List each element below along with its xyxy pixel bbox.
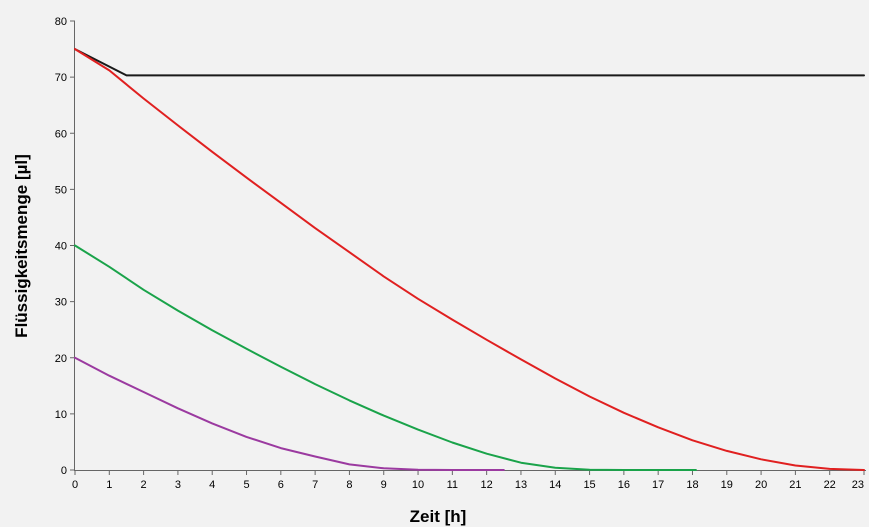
x-tick-label: 18	[686, 479, 698, 491]
y-tick-label: 0	[61, 465, 67, 477]
x-tick-label: 8	[346, 479, 352, 491]
y-tick-label: 10	[55, 409, 67, 421]
x-tick-label: 15	[583, 479, 595, 491]
y-tick-label: 70	[55, 72, 67, 84]
x-tick-label: 0	[72, 479, 78, 491]
y-ticks: 0 10 20 30 40 50 60 70 80	[55, 16, 75, 477]
series-line-3	[74, 244, 697, 471]
x-tick-label: 6	[278, 479, 284, 491]
series-lines	[74, 48, 865, 471]
x-tick-label: 21	[789, 479, 801, 491]
y-tick-label: 20	[55, 353, 67, 365]
y-tick-label: 80	[55, 16, 67, 28]
x-ticks: 0 1 2 3 4 5 6 7 8 9 10 11 12 13 14 15 16 17 18 19 20 21 22 23	[72, 470, 865, 491]
x-tick-label: 10	[412, 479, 424, 491]
y-axis-title: Flüssigkeitsmenge [µl]	[12, 154, 31, 338]
x-tick-label: 23	[852, 479, 864, 491]
x-tick-label: 3	[175, 479, 181, 491]
x-tick-label: 4	[209, 479, 215, 491]
x-tick-label: 16	[618, 479, 630, 491]
y-tick-label: 60	[55, 128, 67, 140]
y-tick-label: 50	[55, 184, 67, 196]
x-tick-label: 20	[755, 479, 767, 491]
series-line-2	[74, 48, 865, 471]
series-line-1	[74, 48, 865, 77]
x-tick-label: 14	[549, 479, 561, 491]
series-line-4	[74, 356, 505, 471]
x-tick-label: 11	[447, 479, 458, 491]
x-tick-label: 7	[312, 479, 318, 491]
x-tick-label: 12	[481, 479, 493, 491]
x-tick-label: 9	[381, 479, 387, 491]
x-tick-label: 13	[515, 479, 527, 491]
x-tick-label: 2	[141, 479, 147, 491]
x-tick-label: 5	[243, 479, 249, 491]
x-tick-label: 17	[652, 479, 664, 491]
y-tick-label: 30	[55, 297, 67, 309]
x-tick-label: 19	[721, 479, 733, 491]
x-tick-label: 1	[106, 479, 112, 491]
y-tick-label: 40	[55, 241, 67, 253]
x-axis-title: Zeit [h]	[410, 507, 467, 526]
x-tick-label: 22	[824, 479, 836, 491]
